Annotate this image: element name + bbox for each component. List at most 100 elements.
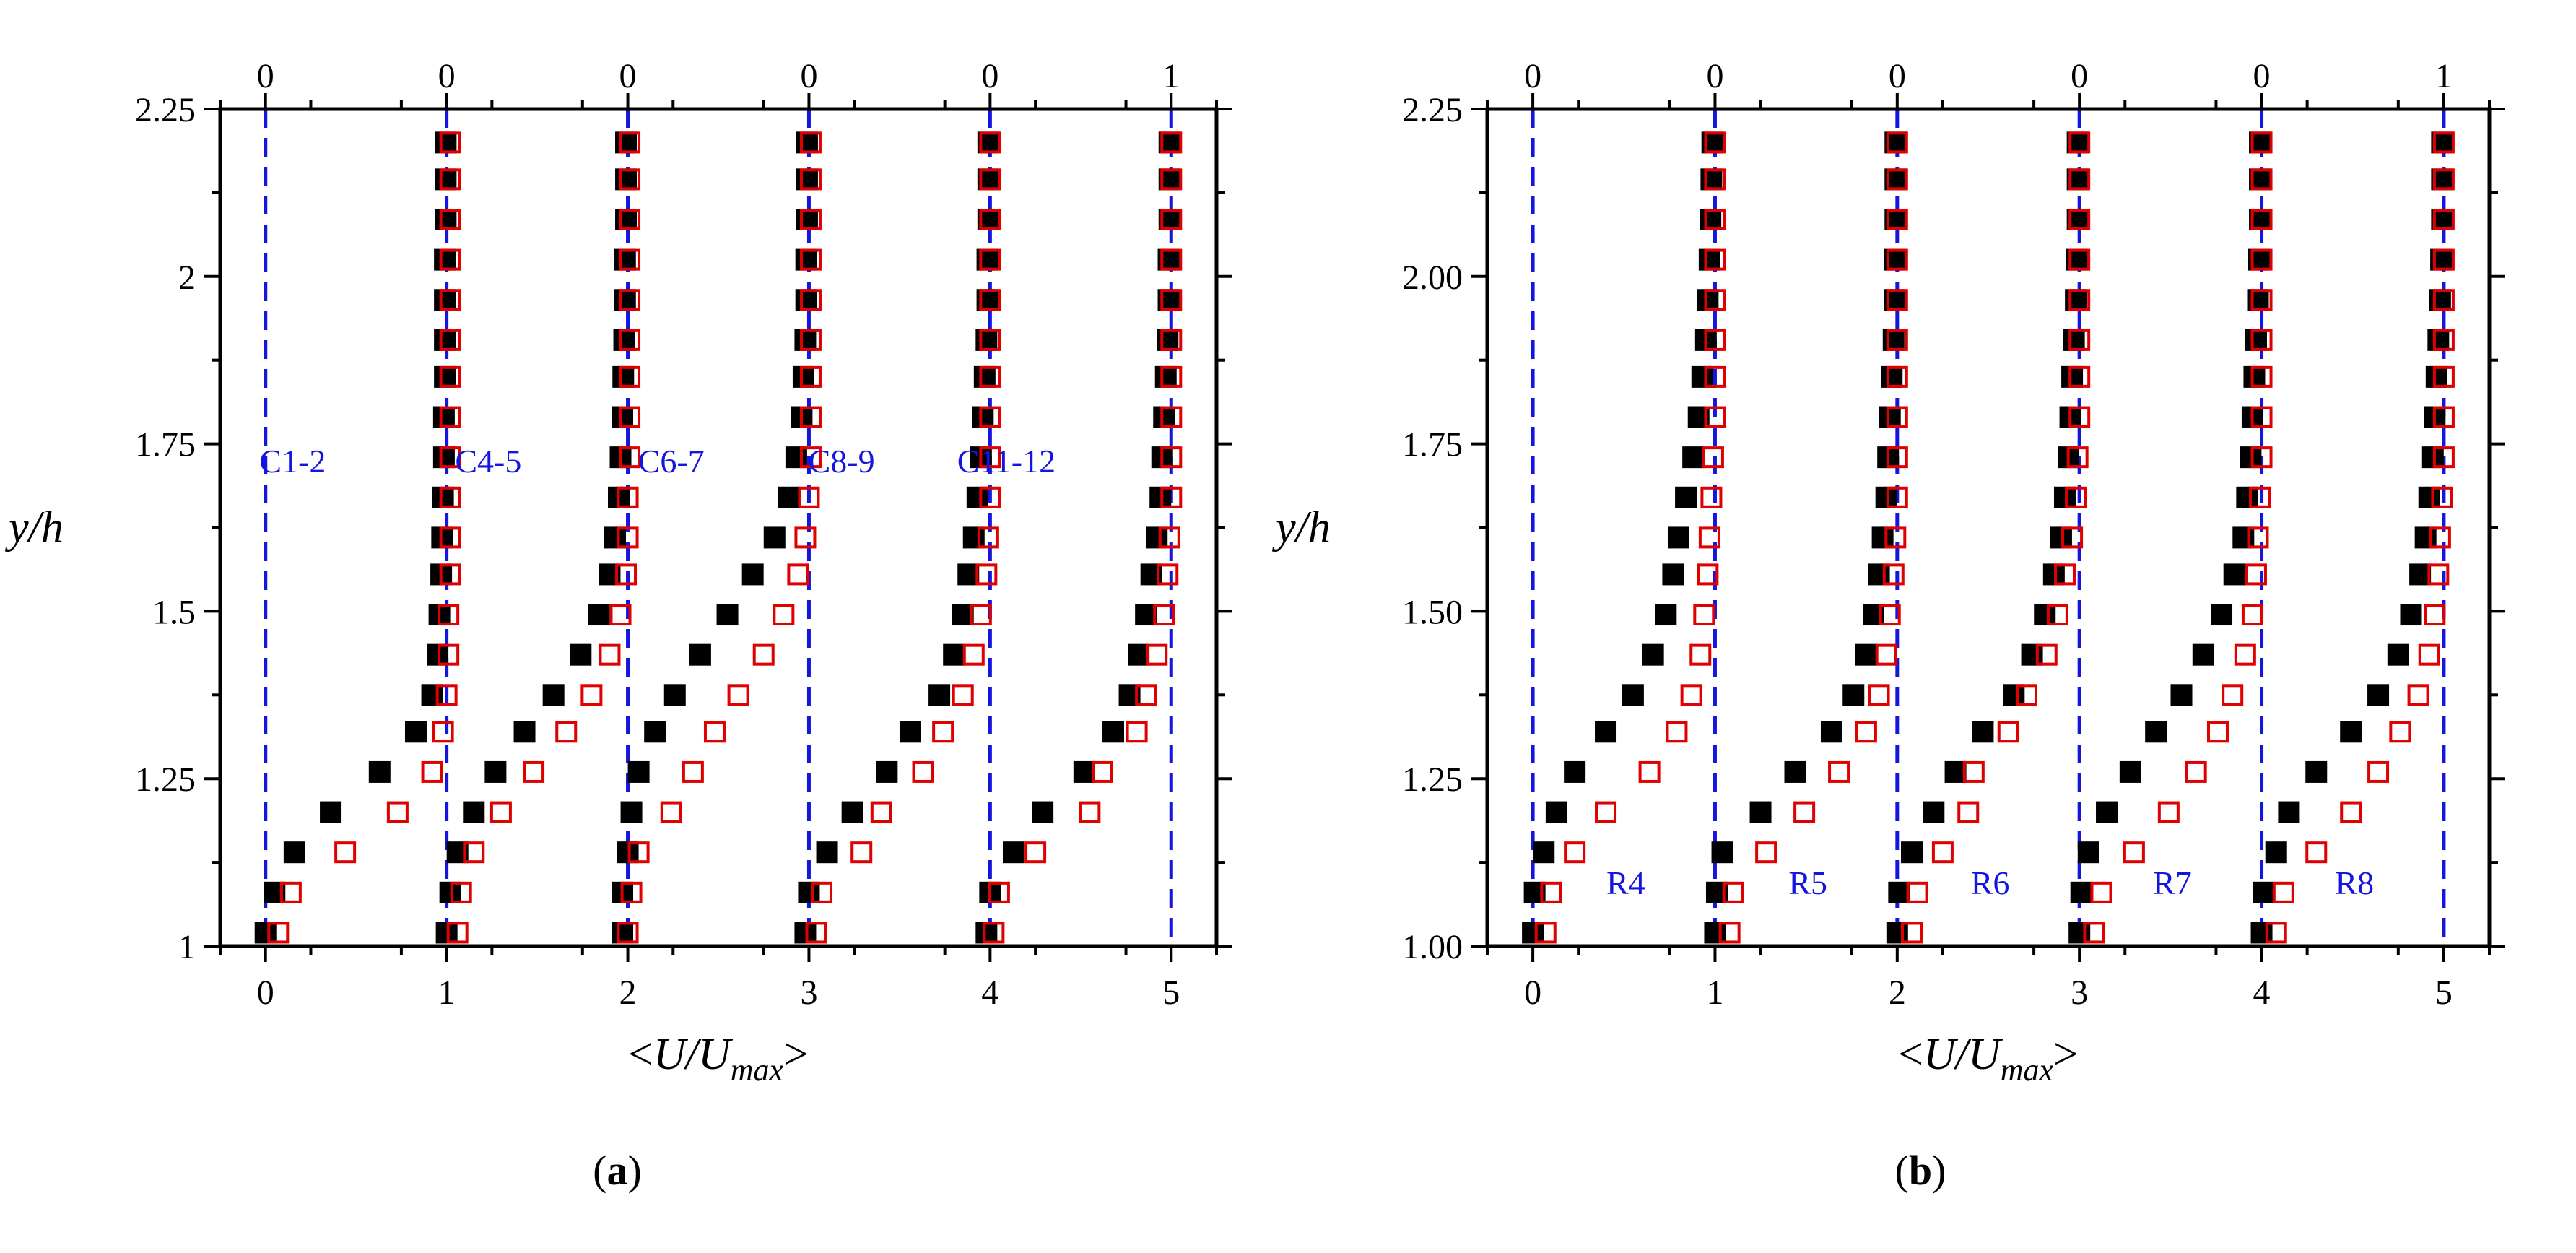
caption-letter: a [607, 1147, 628, 1194]
open-marker-C4-5-8 [609, 604, 632, 626]
filled-marker-R8-7 [2387, 643, 2409, 666]
filled-marker-R7-7 [2192, 643, 2214, 666]
filled-marker-R4-8 [1655, 604, 1677, 626]
filled-marker-R8-16 [2429, 289, 2451, 311]
y-tick-label-2: 1.5 [152, 593, 196, 631]
filled-marker-C11-12-11 [1149, 486, 1172, 508]
open-marker-C11-12-1 [988, 881, 1010, 903]
open-marker-C8-9-3 [870, 801, 892, 823]
filled-marker-C6-7-12 [785, 446, 807, 469]
filled-marker-R6-2 [1901, 841, 1923, 864]
open-marker-R6-2 [1931, 841, 1954, 864]
open-marker-R4-5 [1666, 721, 1688, 743]
open-marker-C1-2-8 [438, 604, 460, 626]
filled-marker-R5-11 [1875, 486, 1897, 508]
filled-marker-R7-1 [2070, 881, 2092, 903]
filled-marker-R6-7 [2021, 643, 2043, 666]
open-marker-R8-5 [2389, 721, 2411, 743]
filled-marker-R6-11 [2053, 486, 2076, 508]
open-marker-R8-12 [2432, 446, 2455, 469]
open-marker-C6-7-16 [799, 289, 822, 311]
top-tick-label-3: 0 [800, 57, 817, 95]
top-tick-label-1: 0 [1706, 57, 1723, 95]
filled-marker-C6-7-20 [796, 131, 818, 154]
x-title-subscript: max [731, 1052, 784, 1088]
open-marker-C6-7-14 [799, 365, 822, 388]
open-marker-C8-9-2 [850, 841, 873, 864]
profile-label-R7: R7 [2153, 864, 2192, 901]
open-marker-R8-7 [2418, 643, 2440, 666]
open-marker-R7-4 [2185, 760, 2207, 783]
open-marker-R7-2 [2123, 841, 2145, 864]
filled-marker-C4-5-6 [542, 684, 565, 706]
open-marker-C4-5-0 [446, 922, 469, 944]
filled-marker-R4-18 [1700, 208, 1722, 230]
open-marker-C6-7-8 [773, 604, 795, 626]
open-marker-R6-3 [1957, 801, 1980, 823]
open-marker-C1-2-6 [435, 684, 458, 706]
filled-marker-R8-6 [2367, 684, 2390, 706]
filled-marker-C4-5-17 [614, 248, 636, 271]
x-tick-label-0: 0 [257, 974, 274, 1012]
filled-marker-R4-9 [1662, 563, 1684, 586]
open-marker-R7-9 [2245, 563, 2267, 586]
open-marker-R7-10 [2247, 526, 2269, 549]
open-marker-R7-15 [2250, 329, 2273, 351]
filled-marker-R7-10 [2232, 526, 2255, 549]
filled-marker-R5-0 [1704, 922, 1726, 944]
open-marker-C6-7-17 [799, 248, 822, 271]
filled-marker-R4-7 [1642, 643, 1664, 666]
open-marker-R7-18 [2250, 208, 2273, 230]
filled-marker-C4-5-7 [570, 643, 592, 666]
open-marker-R4-18 [1704, 208, 1726, 230]
open-marker-C1-2-10 [439, 526, 461, 549]
open-marker-R6-11 [2065, 486, 2087, 508]
filled-marker-R8-12 [2421, 446, 2444, 469]
panel-b-caption: (b) [1895, 1147, 1946, 1194]
profile-label-C6-7: C6-7 [638, 443, 705, 480]
open-marker-R7-5 [2206, 721, 2229, 743]
y-tick-label-5: 2.25 [135, 91, 196, 129]
filled-marker-C6-7-18 [796, 208, 818, 230]
filled-marker-R8-4 [2305, 760, 2328, 783]
open-marker-C1-2-15 [439, 329, 461, 351]
open-marker-C1-2-13 [439, 406, 461, 428]
open-marker-C6-7-3 [660, 801, 682, 823]
open-marker-C4-5-19 [619, 168, 641, 191]
filled-marker-R5-15 [1882, 329, 1905, 351]
open-marker-R7-12 [2250, 446, 2273, 469]
open-marker-C4-5-6 [580, 684, 603, 706]
filled-marker-R4-4 [1564, 760, 1586, 783]
filled-marker-R5-3 [1749, 801, 1772, 823]
panel-a: 0 0 1 0 2 0 3 0 4 0 5 1 1 1.25 1.5 1.75 2 2.25 C1-2 C4-5 C6… [4, 57, 1232, 1194]
y-tick-label-0: 1 [178, 928, 196, 966]
filled-marker-R4-6 [1622, 684, 1644, 706]
filled-marker-C1-2-14 [434, 365, 456, 388]
open-marker-R8-16 [2432, 289, 2455, 311]
filled-marker-C8-9-2 [816, 841, 838, 864]
filled-marker-R4-3 [1545, 801, 1567, 823]
filled-marker-C6-7-3 [620, 801, 643, 823]
open-marker-C8-9-4 [912, 760, 934, 783]
open-marker-R5-16 [1886, 289, 1908, 311]
filled-marker-R8-14 [2425, 365, 2447, 388]
open-marker-R8-2 [2305, 841, 2328, 864]
top-tick-label-5: 1 [1162, 57, 1180, 95]
x-tick-label-4: 4 [981, 974, 998, 1012]
filled-marker-C6-7-16 [795, 289, 817, 311]
filled-marker-C8-9-0 [794, 922, 817, 944]
open-marker-R6-9 [2053, 563, 2076, 586]
open-marker-C11-12-13 [1160, 406, 1183, 428]
open-marker-C4-5-16 [619, 289, 641, 311]
filled-marker-C8-9-14 [973, 365, 996, 388]
open-marker-R5-9 [1882, 563, 1905, 586]
filled-marker-C6-7-2 [617, 841, 639, 864]
filled-marker-C6-7-6 [663, 684, 686, 706]
filled-marker-C6-7-0 [612, 922, 634, 944]
open-marker-C6-7-0 [617, 922, 639, 944]
profile-label-C4-5: C4-5 [455, 443, 521, 480]
open-marker-C6-7-7 [752, 643, 775, 666]
caption-close-paren: ) [1932, 1147, 1946, 1194]
x-tick-label-2: 2 [619, 974, 637, 1012]
